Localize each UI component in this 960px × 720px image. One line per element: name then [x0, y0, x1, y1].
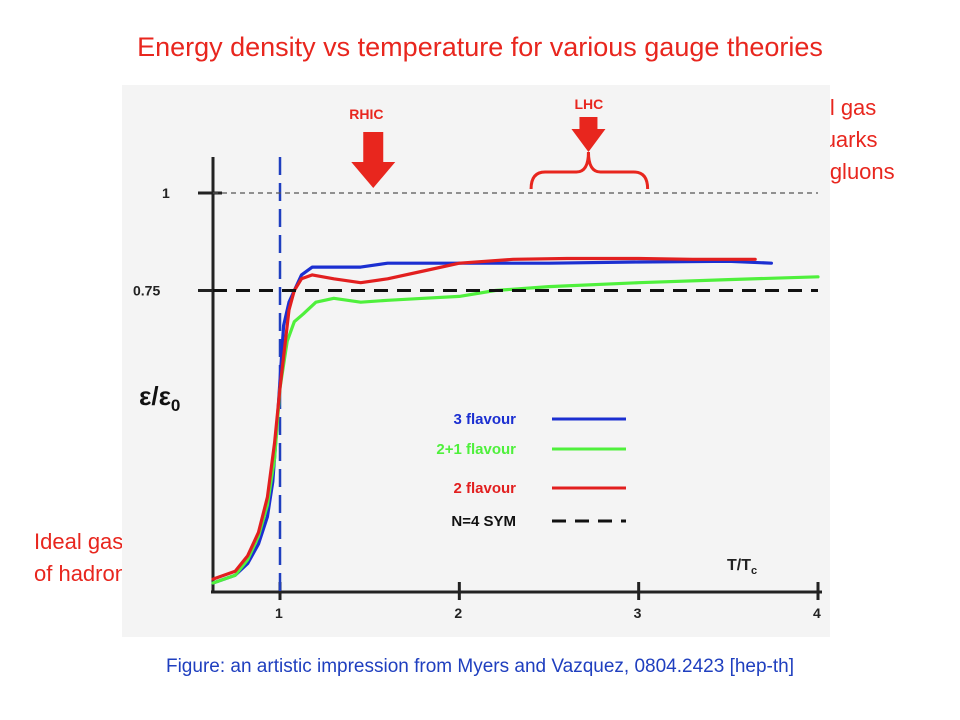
- x-tick-label: 4: [813, 605, 821, 621]
- lhc-brace: [529, 151, 650, 190]
- note-ideal-gas-hadrons: Ideal gas of hadrons: [34, 526, 138, 590]
- legend-label: N=4 SYM: [451, 513, 516, 530]
- legend-label: 2+1 flavour: [436, 441, 516, 458]
- y-tick-label: 0.75: [133, 283, 160, 299]
- lhc-label: LHC: [574, 96, 603, 112]
- figure-caption: Figure: an artistic impression from Myer…: [165, 656, 794, 677]
- legend-label: 3 flavour: [453, 411, 516, 428]
- rhic-arrow: [351, 132, 396, 188]
- legend-label: 2 flavour: [453, 480, 516, 497]
- page-title: Energy density vs temperature for variou…: [137, 32, 823, 62]
- lhc-arrow: [571, 117, 606, 152]
- x-tick-label: 1: [275, 605, 283, 621]
- note-line: Ideal gas: [34, 529, 124, 554]
- y-tick-label: 1: [162, 185, 170, 201]
- x-tick-label: 3: [634, 605, 642, 621]
- series-line-2-flavour: [211, 256, 757, 581]
- x-axis-label: T/Tc: [727, 557, 757, 577]
- x-tick-label: 2: [454, 605, 462, 621]
- rhic-label: RHIC: [349, 106, 383, 122]
- note-line: of hadrons: [34, 561, 138, 586]
- plot-background: [122, 85, 830, 637]
